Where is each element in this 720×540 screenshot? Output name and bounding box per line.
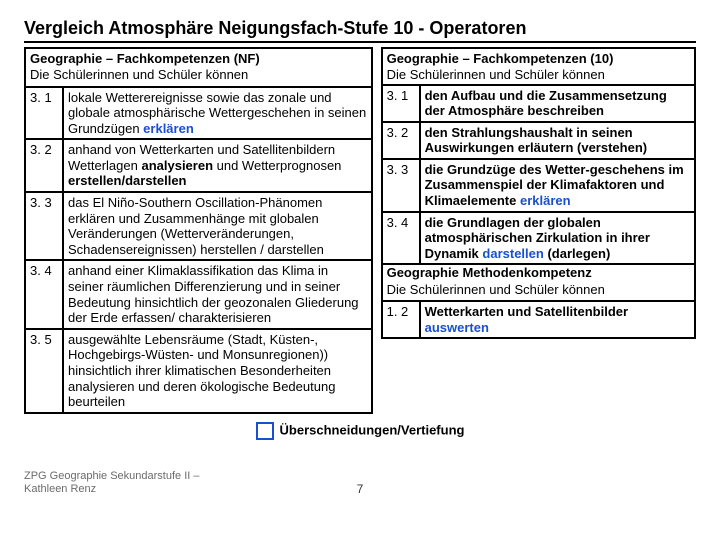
left-header: Geographie – Fachkompetenzen (NF) Die Sc… <box>24 47 373 88</box>
mk-sub: Die Schülerinnen und Schüler können <box>387 282 690 298</box>
table-row: 3. 2 den Strahlungshaushalt in seinen Au… <box>382 122 695 159</box>
row-text: Wetterkarten und Satellitenbilder auswer… <box>420 301 695 338</box>
legend-box-icon <box>256 422 274 440</box>
row-text: den Strahlungshaushalt in seinen Auswirk… <box>420 122 695 159</box>
table-row: 3. 4 anhand einer Klimaklassifikation da… <box>25 260 372 328</box>
comparison-columns: Geographie – Fachkompetenzen (NF) Die Sc… <box>24 47 696 414</box>
right-heading-sub: Die Schülerinnen und Schüler können <box>387 67 690 83</box>
row-num: 3. 2 <box>25 139 63 192</box>
right-table: 3. 1 den Aufbau und die Zusammensetzung … <box>381 84 696 266</box>
row-num: 3. 4 <box>25 260 63 328</box>
footer-credit: ZPG Geographie Sekundarstufe II – Kathle… <box>24 470 214 496</box>
mk-header: Geographie Methodenkompetenz Die Schüler… <box>381 263 696 302</box>
row-text: die Grundlagen der globalen atmosphärisc… <box>420 212 695 265</box>
page-title: Vergleich Atmosphäre Neigungsfach-Stufe … <box>24 18 696 43</box>
row-text: die Grundzüge des Wetter-geschehens im Z… <box>420 159 695 212</box>
row-num: 1. 2 <box>382 301 420 338</box>
page-number: 7 <box>214 482 506 496</box>
right-header: Geographie – Fachkompetenzen (10) Die Sc… <box>381 47 696 86</box>
row-num: 3. 5 <box>25 329 63 413</box>
right-heading-title: Geographie – Fachkompetenzen (10) <box>387 51 690 67</box>
right-column: Geographie – Fachkompetenzen (10) Die Sc… <box>381 47 696 414</box>
row-num: 3. 3 <box>382 159 420 212</box>
table-row: 3. 4 die Grundlagen der globalen atmosph… <box>382 212 695 265</box>
left-heading-sub: Die Schülerinnen und Schüler können <box>30 67 367 83</box>
table-row: 3. 1 lokale Wetterereignisse sowie das z… <box>25 87 372 140</box>
footer: ZPG Geographie Sekundarstufe II – Kathle… <box>24 470 696 496</box>
row-num: 3. 4 <box>382 212 420 265</box>
table-row: 3. 3 das El Niño-Southern Oscillation-Ph… <box>25 192 372 260</box>
row-num: 3. 2 <box>382 122 420 159</box>
table-row: 3. 1 den Aufbau und die Zusammensetzung … <box>382 85 695 122</box>
legend-label: Überschneidungen/Vertiefung <box>280 422 465 437</box>
row-text: das El Niño-Southern Oscillation-Phänome… <box>63 192 372 260</box>
table-row: 3. 5 ausgewählte Lebensräume (Stadt, Küs… <box>25 329 372 413</box>
row-num: 3. 1 <box>382 85 420 122</box>
row-text: anhand einer Klimaklassifikation das Kli… <box>63 260 372 328</box>
table-row: 3. 2 anhand von Wetterkarten und Satelli… <box>25 139 372 192</box>
table-row: 1. 2 Wetterkarten und Satellitenbilder a… <box>382 301 695 338</box>
left-heading-title: Geographie – Fachkompetenzen (NF) <box>30 51 367 67</box>
row-text: lokale Wetterereignisse sowie das zonale… <box>63 87 372 140</box>
left-column: Geographie – Fachkompetenzen (NF) Die Sc… <box>24 47 373 414</box>
row-num: 3. 1 <box>25 87 63 140</box>
row-text: den Aufbau und die Zusammensetzung der A… <box>420 85 695 122</box>
row-num: 3. 3 <box>25 192 63 260</box>
row-text: ausgewählte Lebensräume (Stadt, Küsten-,… <box>63 329 372 413</box>
row-text: anhand von Wetterkarten und Satellitenbi… <box>63 139 372 192</box>
table-row: 3. 3 die Grundzüge des Wetter-geschehens… <box>382 159 695 212</box>
left-table: 3. 1 lokale Wetterereignisse sowie das z… <box>24 86 373 414</box>
mk-title: Geographie Methodenkompetenz <box>387 265 690 281</box>
legend: Überschneidungen/Vertiefung <box>24 422 696 440</box>
mk-table: 1. 2 Wetterkarten und Satellitenbilder a… <box>381 300 696 339</box>
